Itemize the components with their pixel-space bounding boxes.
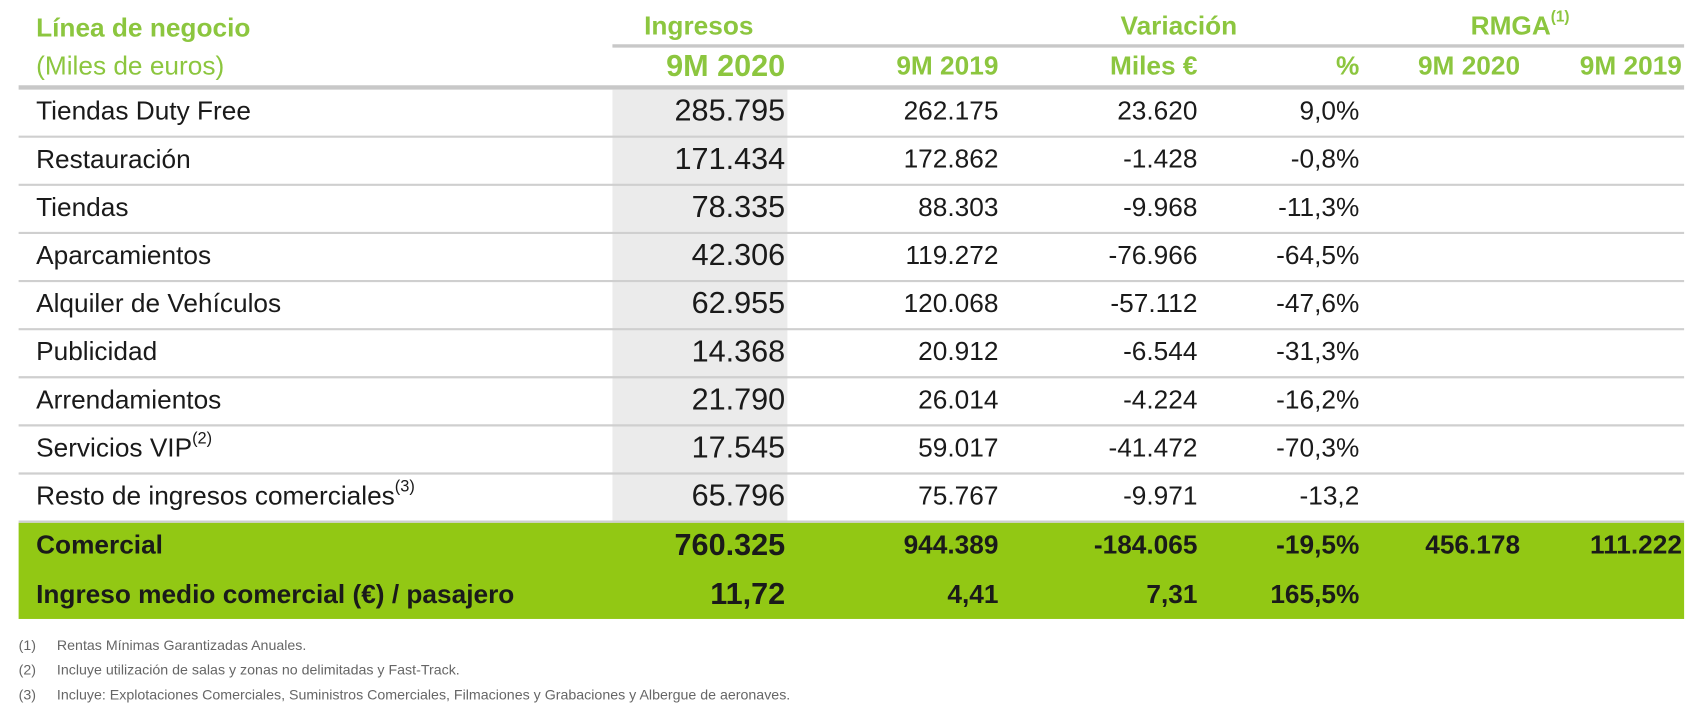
total-cell: 4,41 bbox=[947, 579, 998, 609]
cell: -4.224 bbox=[1123, 384, 1197, 414]
cell: 171.434 bbox=[675, 142, 786, 176]
cell: -1.428 bbox=[1123, 144, 1197, 174]
total-cell: -19,5% bbox=[1276, 530, 1359, 560]
group-header: Ingresos bbox=[644, 10, 753, 40]
cell: -11,3% bbox=[1278, 192, 1359, 222]
totals-band bbox=[18, 522, 1685, 619]
footnote-marker: (1) bbox=[19, 638, 36, 654]
cell: -76.966 bbox=[1108, 240, 1197, 270]
header-subtitle: (Miles de euros) bbox=[36, 51, 224, 81]
cell: 172.862 bbox=[904, 144, 999, 174]
group-label: RMGA bbox=[1471, 10, 1551, 40]
cell: 78.335 bbox=[692, 190, 786, 224]
cell: 75.767 bbox=[918, 481, 998, 511]
row-note: (3) bbox=[395, 478, 415, 496]
column-header: % bbox=[1336, 51, 1359, 81]
cell: 9,0% bbox=[1300, 96, 1360, 126]
cell: 23.620 bbox=[1117, 96, 1197, 126]
cell: -57.112 bbox=[1110, 288, 1197, 318]
column-header: 9M 2019 bbox=[1580, 51, 1682, 81]
cell: -0,8% bbox=[1291, 144, 1360, 174]
cell: 119.272 bbox=[906, 240, 999, 270]
row-label-text: Resto de ingresos comerciales bbox=[36, 481, 395, 511]
cell: 65.796 bbox=[692, 479, 786, 513]
row-label: Tiendas Duty Free bbox=[36, 96, 251, 126]
cell: 14.368 bbox=[692, 334, 786, 368]
total-cell: 111.222 bbox=[1590, 530, 1682, 560]
group-label: Variación bbox=[1121, 10, 1238, 40]
cell: 120.068 bbox=[904, 288, 999, 318]
cell: 262.175 bbox=[904, 96, 999, 126]
cell: -9.971 bbox=[1123, 481, 1197, 511]
total-cell: 165,5% bbox=[1270, 579, 1359, 609]
cell: -41.472 bbox=[1108, 432, 1197, 462]
highlight-column bbox=[612, 89, 788, 523]
row-label-text: Arrendamientos bbox=[36, 384, 221, 414]
footnote-marker: (2) bbox=[19, 663, 36, 679]
footnote-text: Incluye: Explotaciones Comerciales, Sumi… bbox=[57, 687, 790, 703]
row-label-text: Tiendas bbox=[36, 192, 128, 222]
footnote-marker: (3) bbox=[19, 687, 36, 703]
total-label: Comercial bbox=[36, 530, 163, 560]
cell: -6.544 bbox=[1123, 336, 1197, 366]
total-cell: 11,72 bbox=[710, 577, 785, 611]
group-header: Variación bbox=[1121, 10, 1238, 40]
group-note: (1) bbox=[1551, 9, 1570, 26]
total-cell: -184.065 bbox=[1094, 530, 1198, 560]
cell: -16,2% bbox=[1276, 384, 1359, 414]
row-label: Resto de ingresos comerciales(3) bbox=[36, 478, 415, 510]
row-label-text: Publicidad bbox=[36, 336, 157, 366]
column-header: 9M 2019 bbox=[896, 51, 998, 81]
row-label-text: Aparcamientos bbox=[36, 240, 211, 270]
cell: -47,6% bbox=[1276, 288, 1359, 318]
cell: 59.017 bbox=[918, 432, 998, 462]
row-label: Arrendamientos bbox=[36, 384, 221, 414]
total-cell: 456.178 bbox=[1425, 530, 1520, 560]
header-title: Línea de negocio bbox=[36, 12, 250, 42]
row-label-text: Restauración bbox=[36, 144, 191, 174]
total-cell: 7,31 bbox=[1146, 579, 1197, 609]
row-label: Tiendas bbox=[36, 192, 128, 222]
cell: 62.955 bbox=[692, 286, 786, 320]
row-label: Aparcamientos bbox=[36, 240, 211, 270]
column-header: 9M 2020 bbox=[1418, 51, 1520, 81]
column-header: 9M 2020 bbox=[666, 49, 785, 83]
total-label: Ingreso medio comercial (€) / pasajero bbox=[36, 579, 514, 609]
row-label: Servicios VIP(2) bbox=[36, 430, 212, 462]
cell: 88.303 bbox=[918, 192, 998, 222]
cell: -13,2 bbox=[1300, 481, 1360, 511]
cell: 285.795 bbox=[675, 94, 786, 128]
cell: 21.790 bbox=[692, 382, 786, 416]
row-label-text: Tiendas Duty Free bbox=[36, 96, 251, 126]
cell: -9.968 bbox=[1123, 192, 1197, 222]
cell: 17.545 bbox=[692, 431, 786, 465]
total-cell: 760.325 bbox=[675, 528, 786, 562]
cell: 42.306 bbox=[692, 238, 786, 272]
cell: -64,5% bbox=[1276, 240, 1359, 270]
cell: 20.912 bbox=[918, 336, 998, 366]
footnote-text: Incluye utilización de salas y zonas no … bbox=[57, 663, 460, 679]
row-label-text: Alquiler de Vehículos bbox=[36, 288, 281, 318]
total-cell: 944.389 bbox=[904, 530, 999, 560]
group-header: RMGA(1) bbox=[1471, 9, 1570, 41]
cell: -31,3% bbox=[1276, 336, 1359, 366]
cell: 26.014 bbox=[918, 384, 998, 414]
row-note: (2) bbox=[192, 430, 212, 448]
footnote-text: Rentas Mínimas Garantizadas Anuales. bbox=[57, 638, 306, 654]
row-label-text: Servicios VIP bbox=[36, 432, 192, 462]
row-label: Alquiler de Vehículos bbox=[36, 288, 281, 318]
row-label: Publicidad bbox=[36, 336, 157, 366]
group-label: Ingresos bbox=[644, 10, 753, 40]
column-header: Miles € bbox=[1110, 51, 1198, 81]
row-label: Restauración bbox=[36, 144, 191, 174]
cell: -70,3% bbox=[1276, 432, 1359, 462]
